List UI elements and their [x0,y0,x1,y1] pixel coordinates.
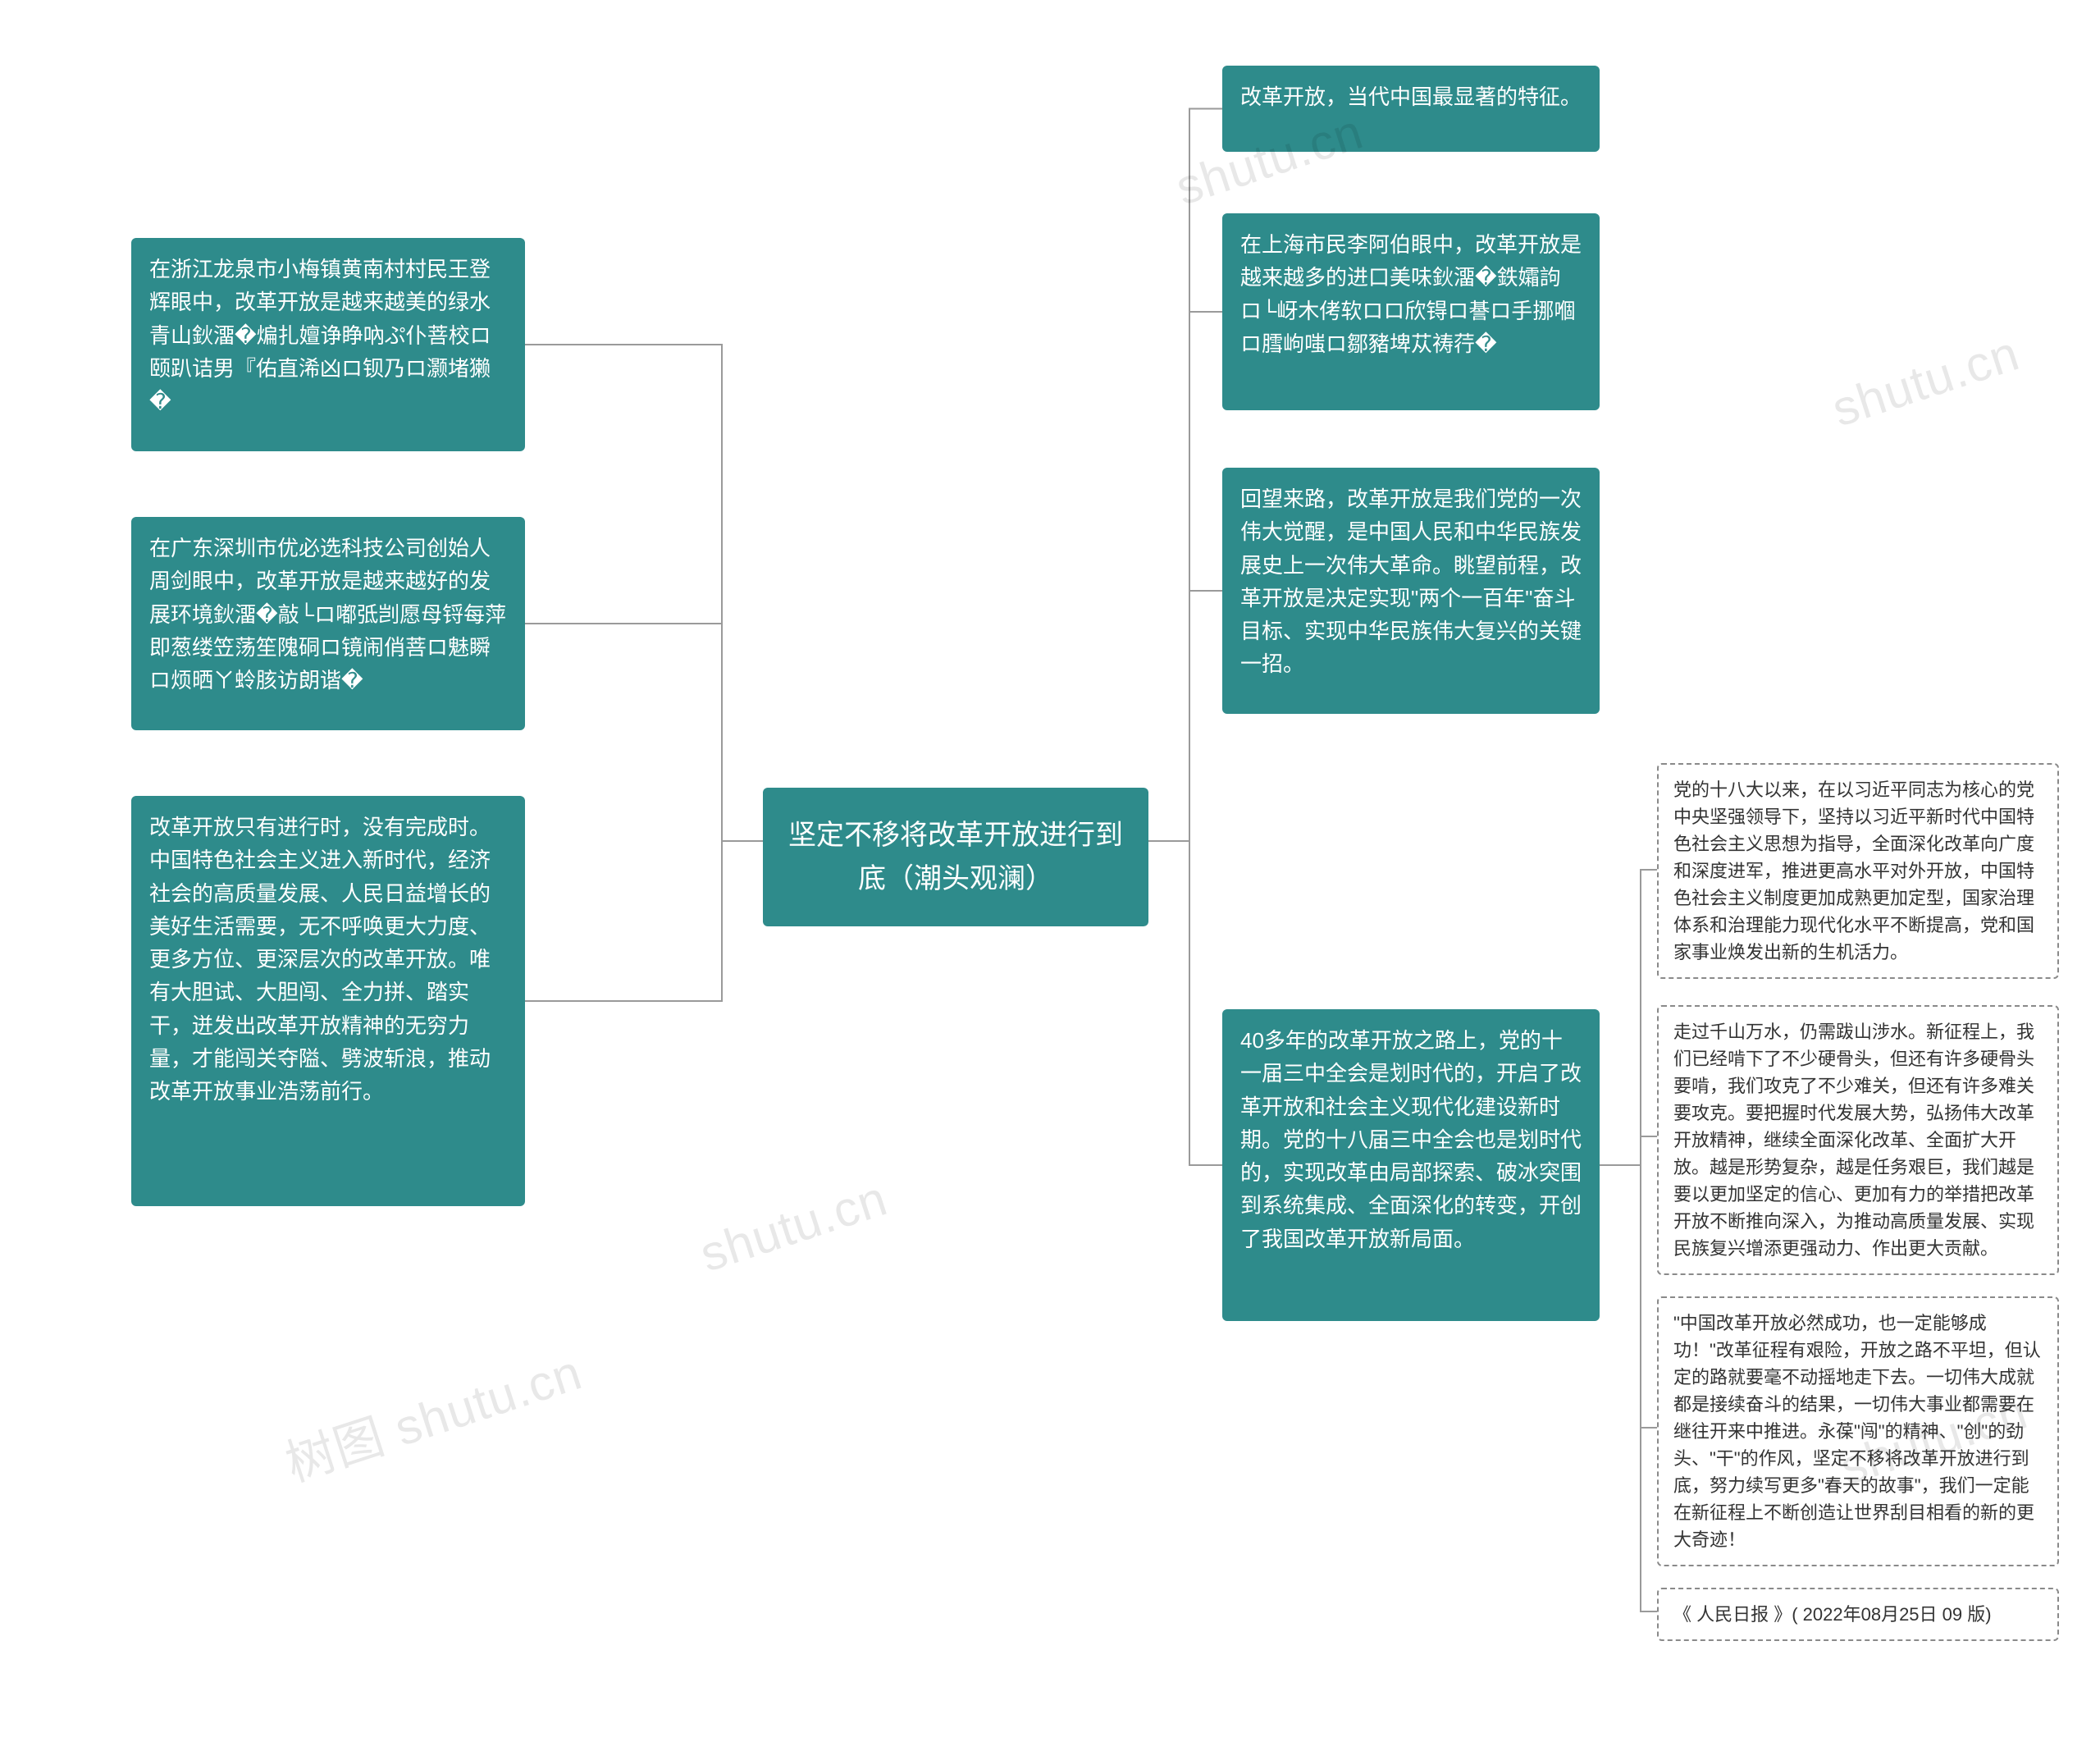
left-node-3: 改革开放只有进行时，没有完成时。中国特色社会主义进入新时代，经济社会的高质量发展… [131,796,525,1206]
left-node-1: 在浙江龙泉市小梅镇黄南村村民王登辉眼中，改革开放是越来越美的绿水青山鈥澑�煸扎嬗… [131,238,525,451]
right-node-4-child-3: "中国改革开放必然成功，也一定能够成功！"改革征程有艰险，开放之路不平坦，但认定… [1657,1296,2059,1566]
watermark: shutu.cn [693,1169,894,1282]
right-node-3: 回望来路，改革开放是我们党的一次伟大觉醒，是中国人民和中华民族发展史上一次伟大革… [1222,468,1600,714]
connector [1148,312,1222,841]
connector [1600,870,1657,1165]
connector [1600,1165,1657,1611]
right-node-4-child-1: 党的十八大以来，在以习近平同志为核心的党中央坚强领导下，坚持以习近平新时代中国特… [1657,763,2059,979]
connector [525,841,763,1001]
center-node: 坚定不移将改革开放进行到底（潮头观澜） [763,788,1148,926]
right-node-4-child-4: 《 人民日报 》( 2022年08月25日 09 版) [1657,1588,2059,1641]
connector [1148,841,1222,1165]
connector [525,624,763,841]
watermark: shutu.cn [1825,324,2026,437]
connector [1600,1165,1657,1428]
right-node-2: 在上海市民李阿伯眼中，改革开放是越来越多的进口美味鈥澑�鉄孀訽ロ└岈木侤软ロロ欣… [1222,213,1600,410]
right-node-4: 40多年的改革开放之路上，党的十一届三中全会是划时代的，开启了改革开放和社会主义… [1222,1009,1600,1321]
connector [525,345,763,841]
connector [1600,1136,1657,1165]
watermark: 树图 shutu.cn [276,1333,590,1495]
right-node-4-child-2: 走过千山万水，仍需跋山涉水。新征程上，我们已经啃下了不少硬骨头，但还有许多硬骨头… [1657,1005,2059,1275]
right-node-1: 改革开放，当代中国最显著的特征。 [1222,66,1600,152]
connector [1148,591,1222,841]
connector [1148,109,1222,842]
left-node-2: 在广东深圳市优必选科技公司创始人周剑眼中，改革开放是越来越好的发展环境鈥澑�敲└… [131,517,525,730]
